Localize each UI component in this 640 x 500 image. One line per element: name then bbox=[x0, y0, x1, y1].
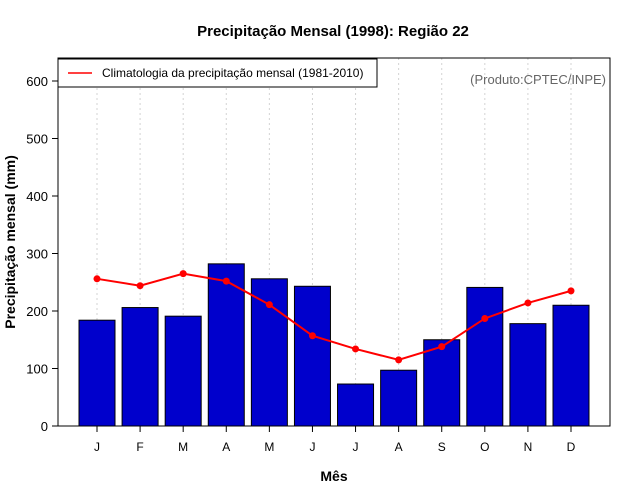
source-note: (Produto:CPTEC/INPE) bbox=[470, 72, 606, 87]
y-tick-label: 400 bbox=[26, 189, 48, 204]
climatology-point bbox=[265, 301, 273, 309]
bar bbox=[250, 278, 288, 427]
y-tick-label: 0 bbox=[41, 419, 48, 434]
chart-title: Precipitação Mensal (1998): Região 22 bbox=[197, 23, 469, 40]
climatology-point bbox=[352, 345, 360, 353]
climatology-point bbox=[179, 270, 187, 278]
x-tick-label: J bbox=[309, 440, 315, 454]
bar bbox=[380, 369, 418, 427]
x-tick-label: J bbox=[353, 440, 359, 454]
climatology-point bbox=[93, 275, 101, 283]
x-tick-label: S bbox=[438, 440, 446, 454]
legend-box bbox=[57, 58, 378, 88]
x-tick-label: D bbox=[567, 440, 576, 454]
bar bbox=[337, 383, 375, 427]
x-tick-label: F bbox=[136, 440, 143, 454]
x-tick-label: J bbox=[94, 440, 100, 454]
plot-frame bbox=[57, 57, 611, 427]
bar bbox=[552, 304, 590, 427]
x-tick-label: A bbox=[222, 440, 230, 454]
bar bbox=[78, 319, 116, 427]
climatology-point bbox=[481, 314, 489, 322]
x-axis-label: Mês bbox=[320, 468, 347, 484]
bar bbox=[121, 307, 159, 427]
bar bbox=[293, 285, 331, 427]
climatology-point bbox=[222, 277, 230, 285]
x-tick-label: N bbox=[524, 440, 533, 454]
y-tick-label: 300 bbox=[26, 247, 48, 262]
x-tick-label: O bbox=[480, 440, 489, 454]
bar bbox=[423, 339, 461, 427]
climatology-point bbox=[438, 343, 446, 351]
bars bbox=[78, 263, 590, 427]
x-tick-label: M bbox=[264, 440, 274, 454]
climatology-point bbox=[524, 299, 532, 307]
y-axis: 0 100 200 300 400 500 600 bbox=[26, 74, 58, 434]
bar bbox=[509, 323, 547, 427]
legend: Climatologia da precipitação mensal (198… bbox=[57, 58, 378, 88]
climatology-polyline bbox=[96, 272, 572, 361]
climatology-point bbox=[395, 356, 403, 364]
x-tick-label: A bbox=[395, 440, 403, 454]
bar bbox=[466, 286, 504, 427]
y-tick-label: 100 bbox=[26, 362, 48, 377]
y-tick-label: 500 bbox=[26, 132, 48, 147]
climatology-point bbox=[136, 282, 144, 290]
y-tick-label: 200 bbox=[26, 304, 48, 319]
climatology-point bbox=[308, 332, 316, 340]
y-tick-label: 600 bbox=[26, 74, 48, 89]
legend-entry: Climatologia da precipitação mensal (198… bbox=[102, 66, 363, 80]
bar bbox=[207, 263, 245, 427]
bar bbox=[164, 315, 202, 427]
climatology-point bbox=[567, 287, 575, 295]
y-axis-label: Precipitação mensal (mm) bbox=[2, 155, 18, 329]
climatology-line bbox=[93, 270, 575, 364]
x-tick-label: M bbox=[178, 440, 188, 454]
